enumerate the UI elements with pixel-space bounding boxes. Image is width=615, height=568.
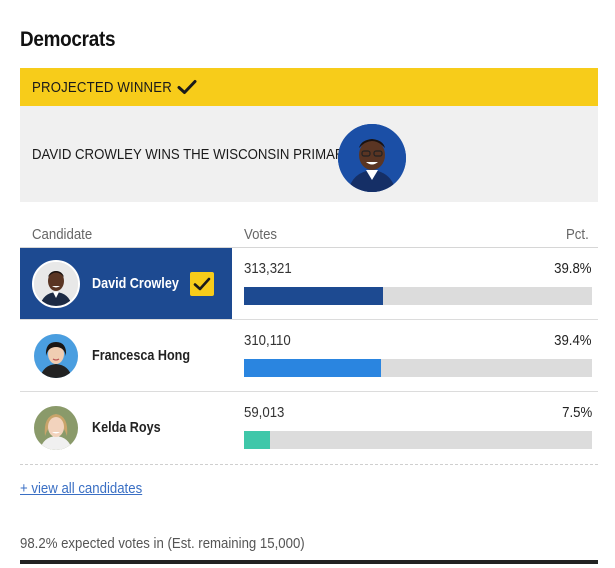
vote-bar-fill (244, 287, 383, 305)
expected-votes-status: 98.2% expected votes in (Est. remaining … (20, 535, 305, 552)
row-divider (20, 391, 598, 392)
candidate-cell: David Crowley (20, 248, 232, 319)
view-all-candidates-link[interactable]: + view all candidates (20, 480, 143, 497)
candidate-row-francesca-hong[interactable]: Francesca Hong 310,110 39.4% (20, 320, 598, 392)
avatar (32, 331, 80, 380)
vote-count: 313,321 (244, 260, 292, 277)
header-divider (20, 247, 598, 248)
candidate-name: Kelda Roys (92, 419, 161, 436)
votes-column-header: Votes (244, 226, 278, 243)
check-icon (177, 80, 197, 94)
vote-bar-track (244, 431, 592, 449)
vote-bar-fill (244, 359, 382, 377)
pct-column-header: Pct. (566, 226, 589, 243)
candidate-name: Francesca Hong (92, 347, 191, 364)
vote-bar-fill (244, 431, 271, 449)
candidate-name: David Crowley (92, 275, 179, 292)
dashed-divider (20, 464, 598, 465)
vote-percent: 7.5% (561, 404, 592, 421)
projected-winner-banner: PROJECTED WINNER (20, 68, 598, 106)
winner-headline: DAVID CROWLEY WINS THE WISCONSIN PRIMARY (32, 145, 354, 163)
projected-winner-label: PROJECTED WINNER (32, 78, 172, 96)
vote-bar-track (244, 287, 592, 305)
vote-percent: 39.8% (554, 260, 592, 277)
candidate-column-header: Candidate (32, 226, 93, 243)
bottom-rule (20, 560, 598, 564)
avatar (32, 403, 80, 452)
vote-bar-track (244, 359, 592, 377)
candidate-cell: Francesca Hong (20, 320, 232, 391)
avatar (32, 259, 80, 308)
row-divider (20, 319, 598, 320)
vote-count: 59,013 (244, 404, 285, 421)
section-title: Democrats (20, 28, 116, 51)
vote-percent: 39.4% (554, 332, 592, 349)
winner-announcement: DAVID CROWLEY WINS THE WISCONSIN PRIMARY (20, 106, 598, 202)
candidate-row-kelda-roys[interactable]: Kelda Roys 59,013 7.5% (20, 392, 598, 464)
vote-count: 310,110 (244, 332, 291, 349)
candidate-row-david-crowley[interactable]: David Crowley 313,321 39.8% (20, 248, 598, 320)
winner-portrait (338, 124, 406, 192)
winner-check-icon (190, 271, 214, 296)
candidate-cell: Kelda Roys (20, 392, 232, 463)
